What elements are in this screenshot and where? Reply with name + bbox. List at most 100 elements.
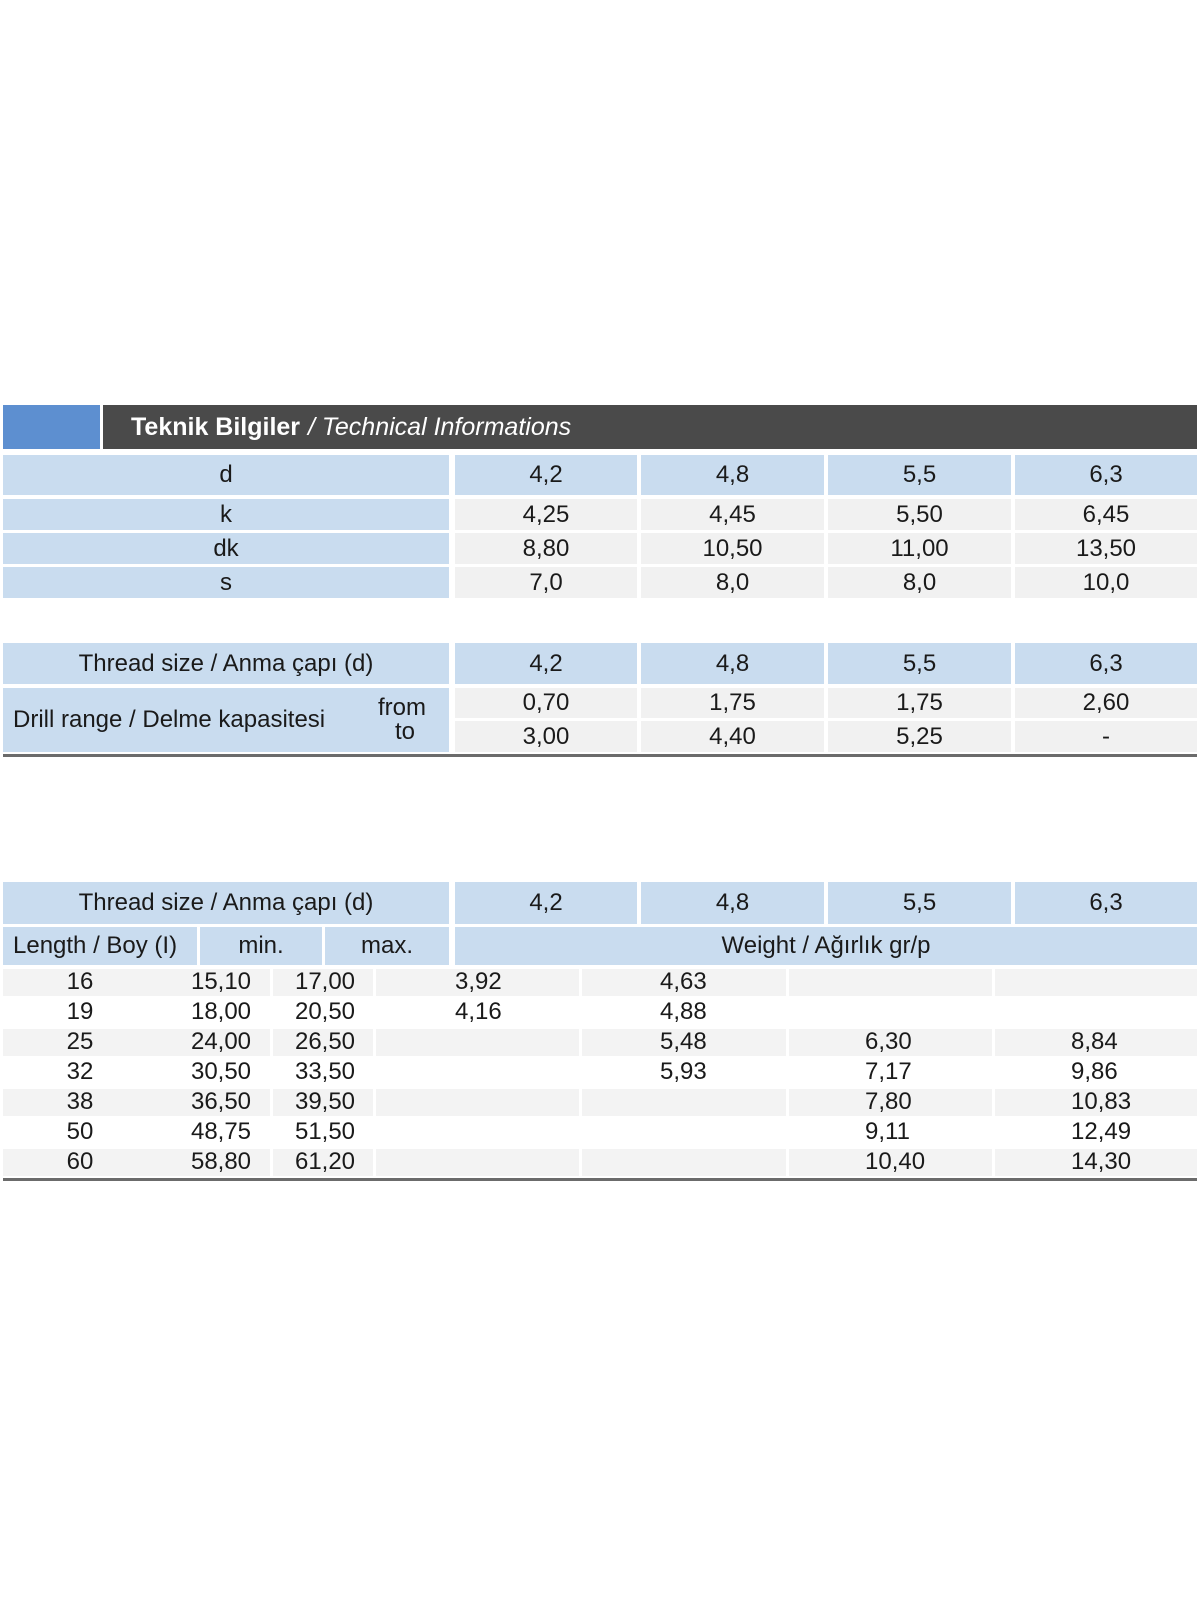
min-cell: 18,00: [190, 998, 252, 1025]
min-cell: 24,00: [190, 1028, 252, 1055]
length-cell: 25: [66, 1028, 94, 1055]
length-header: Length / Boy (I): [3, 927, 197, 965]
dim-col-header: 6,3: [1015, 455, 1197, 495]
row-stripe: [168, 1089, 270, 1116]
weight-col-header: 6,3: [1015, 882, 1197, 924]
min-cell: 36,50: [190, 1088, 252, 1115]
drill-col-header: 5,5: [828, 643, 1011, 684]
weight-cell: [455, 1087, 565, 1117]
dim-col-header: 4,8: [641, 455, 824, 495]
weight-cell: 7,17: [865, 1058, 912, 1085]
drill-col-header: 6,3: [1015, 643, 1197, 684]
row-stripe: [582, 1149, 786, 1176]
dim-value: 4,45: [641, 499, 824, 530]
weight-cell: [455, 1147, 565, 1177]
length-cell: 32: [66, 1058, 94, 1085]
weight-col-header: 5,5: [828, 882, 1011, 924]
dim-value: 8,0: [828, 567, 1011, 598]
dim-value: 8,0: [641, 567, 824, 598]
row-stripe: [168, 1029, 270, 1056]
weight-cell: 8,84: [1071, 1028, 1118, 1055]
dim-value: 6,45: [1015, 499, 1197, 530]
weight-cell: [865, 997, 975, 1027]
weight-cell: 4,63: [660, 968, 707, 995]
dim-col-header: 4,2: [455, 455, 637, 495]
weight-cell: [455, 1117, 565, 1147]
row-stripe: [3, 969, 168, 996]
row-stripe: [995, 1029, 1197, 1056]
row-stripe: [995, 969, 1197, 996]
weight-cell: 4,16: [455, 998, 502, 1025]
dim-value: 8,80: [455, 533, 637, 564]
weight-cell: [1071, 997, 1181, 1027]
max-cell: 26,50: [294, 1028, 356, 1055]
weight-cell: 12,49: [1071, 1118, 1132, 1145]
row-stripe: [3, 1029, 168, 1056]
drill-to-label: to: [395, 718, 416, 745]
weight-cell: 10,40: [865, 1148, 926, 1175]
row-stripe: [376, 969, 579, 996]
dim-value: 13,50: [1015, 533, 1197, 564]
drill-from-value: 2,60: [1015, 688, 1197, 718]
weight-cell: 9,11: [865, 1118, 910, 1145]
min-cell: 58,80: [190, 1148, 252, 1175]
weight-cell: [455, 1057, 565, 1087]
weight-cell: 7,80: [865, 1088, 912, 1115]
drill-from-value: 1,75: [828, 688, 1011, 718]
row-stripe: [582, 1089, 786, 1116]
length-cell: 38: [66, 1088, 94, 1115]
weight-cell: [660, 1087, 770, 1117]
row-stripe: [789, 1149, 992, 1176]
weight-thread-label: Thread size / Anma çapı (d): [3, 882, 449, 924]
row-stripe: [273, 1149, 373, 1176]
dim-label-k: k: [3, 499, 449, 530]
drill-to-value: 5,25: [828, 721, 1011, 752]
title-english: / Technical Informations: [308, 412, 572, 441]
drill-to-value: -: [1015, 721, 1197, 752]
row-stripe: [995, 1149, 1197, 1176]
row-stripe: [168, 1149, 270, 1176]
dim-label-s: s: [3, 567, 449, 598]
weight-col-header: 4,2: [455, 882, 637, 924]
row-stripe: [273, 1089, 373, 1116]
row-stripe: [582, 969, 786, 996]
row-stripe: [789, 1089, 992, 1116]
min-cell: 30,50: [190, 1058, 252, 1085]
drill-from-label: from: [378, 694, 426, 721]
row-stripe: [273, 969, 373, 996]
row-stripe: [376, 1149, 579, 1176]
weight-cell: 3,92: [455, 968, 502, 995]
dim-value: 10,0: [1015, 567, 1197, 598]
weight-cell: 6,30: [865, 1028, 912, 1055]
max-cell: 51,50: [294, 1118, 356, 1145]
max-cell: 20,50: [294, 998, 356, 1025]
min-cell: 15,10: [190, 968, 252, 995]
drill-from-value: 1,75: [641, 688, 824, 718]
drill-thread-label: Thread size / Anma çapı (d): [3, 643, 449, 684]
weight-cell: [865, 967, 975, 997]
dim-value: 4,25: [455, 499, 637, 530]
weight-cell: 14,30: [1071, 1148, 1132, 1175]
row-stripe: [168, 969, 270, 996]
weight-header: Weight / Ağırlık gr/p: [455, 927, 1197, 965]
dim-col-header: 5,5: [828, 455, 1011, 495]
min-cell: 48,75: [190, 1118, 252, 1145]
weight-cell: [1071, 967, 1181, 997]
weight-col-header: 4,8: [641, 882, 824, 924]
row-stripe: [789, 1029, 992, 1056]
weight-cell: [660, 1147, 770, 1177]
weight-cell: 4,88: [660, 998, 707, 1025]
weight-cell: [455, 1027, 565, 1057]
drill-from-value: 0,70: [455, 688, 637, 718]
weight-cell: [660, 1117, 770, 1147]
weight-cell: 10,83: [1071, 1088, 1132, 1115]
weight-bottom-rule: [3, 1178, 1197, 1181]
max-cell: 33,50: [294, 1058, 356, 1085]
drill-range-label-cell: Drill range / Delme kapasitesi from to: [3, 688, 449, 752]
weight-cell: 5,48: [660, 1028, 707, 1055]
section-title-bar: Teknik Bilgiler / Technical Informations: [103, 405, 1197, 449]
row-stripe: [376, 1089, 579, 1116]
length-cell: 50: [66, 1118, 94, 1145]
dim-value: 10,50: [641, 533, 824, 564]
row-stripe: [273, 1029, 373, 1056]
